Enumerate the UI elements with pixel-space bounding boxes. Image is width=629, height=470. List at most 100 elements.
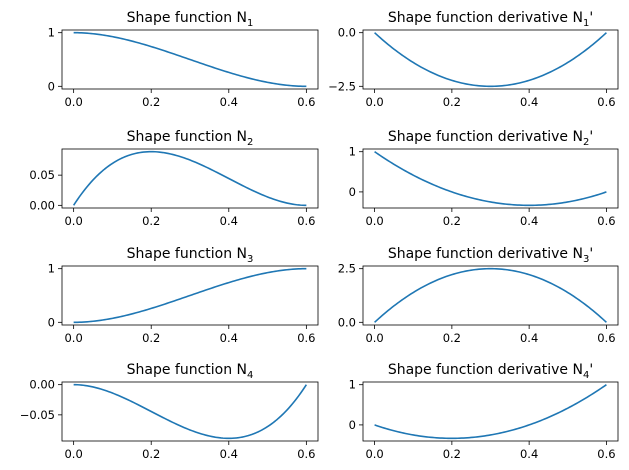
y-tick-label: 1 <box>349 145 356 159</box>
y-tick-label: 2.5 <box>338 262 356 276</box>
title-subscript: 4 <box>247 370 253 381</box>
x-tick-label: 0.4 <box>520 331 538 345</box>
x-tick-label: 0.2 <box>142 95 160 109</box>
subplot-n2: Shape function N2 0.0 0.2 0.4 0.6 0.00 0.05 <box>29 129 319 228</box>
x-tick-label: 0.6 <box>597 447 615 461</box>
x-tick-label: 0.6 <box>597 214 615 228</box>
title-text: Shape function N <box>127 246 247 262</box>
x-tick-label: 0.4 <box>220 95 238 109</box>
x-tick-label: 0.2 <box>443 447 461 461</box>
subplot-dn2: Shape function derivative N2' 0.0 0.2 0.4 0.… <box>349 129 619 228</box>
title-text: Shape function derivative N <box>388 362 583 378</box>
title-subscript: 4 <box>583 370 589 381</box>
x-tick-label: 0.2 <box>443 95 461 109</box>
series-line-N1' <box>374 32 607 88</box>
title-text: Shape function N <box>127 129 247 145</box>
title-text: Shape function derivative N <box>388 246 583 262</box>
title-subscript: 2 <box>247 137 253 148</box>
title-subscript: 3 <box>247 254 253 265</box>
subplot-title: Shape function N2 <box>127 129 254 148</box>
x-tick-label: 0.4 <box>520 95 538 109</box>
x-tick-label: 0.6 <box>297 214 315 228</box>
x-tick-label: 0.2 <box>443 214 461 228</box>
axes-frame <box>362 148 619 209</box>
y-tick-label: 0 <box>349 185 356 199</box>
title-subscript: 2 <box>583 137 589 148</box>
y-tick-label: 1 <box>349 378 356 392</box>
title-prime: ' <box>589 129 593 145</box>
axes-frame <box>61 265 319 326</box>
x-tick-label: 0.6 <box>297 331 315 345</box>
y-tick-label: 0.0 <box>338 26 356 40</box>
x-tick-label: 0.0 <box>64 447 82 461</box>
title-prime: ' <box>589 362 593 378</box>
subplot-dn3: Shape function derivative N3' 0.0 0.2 0.4 0.… <box>338 246 619 345</box>
x-tick-label: 0.4 <box>220 331 238 345</box>
series-line-N3' <box>374 267 607 323</box>
series-line-N2 <box>72 150 307 207</box>
axes-frame <box>61 148 319 209</box>
x-tick-label: 0.6 <box>297 95 315 109</box>
x-tick-label: 0.0 <box>365 447 383 461</box>
y-tick-label: 0.0 <box>338 315 356 329</box>
x-tick-label: 0.4 <box>220 447 238 461</box>
subplot-title: Shape function N4 <box>127 362 254 381</box>
series-line-N1 <box>73 31 307 88</box>
series-line-N4' <box>374 384 607 440</box>
axes-frame <box>362 381 619 442</box>
title-subscript: 1 <box>583 18 589 29</box>
subplot-title: Shape function N1 <box>127 10 254 29</box>
series-line-N2' <box>374 151 607 207</box>
subplot-dn1: Shape function derivative N1' 0.0 0.2 0.4 0.… <box>328 10 619 109</box>
y-tick-label: 1 <box>48 26 55 40</box>
axes-frame <box>61 381 319 442</box>
title-text: Shape function N <box>127 362 247 378</box>
x-tick-label: 0.6 <box>597 95 615 109</box>
x-tick-label: 0.2 <box>142 447 160 461</box>
x-tick-label: 0.0 <box>365 214 383 228</box>
y-tick-label: 0.00 <box>29 378 55 392</box>
subplot-title: Shape function N3 <box>127 246 254 265</box>
axes-frame <box>362 29 619 90</box>
subplot-n3: Shape function N3 0.0 0.2 0.4 0.6 0 1 <box>48 246 319 345</box>
title-prime: ' <box>589 246 593 262</box>
series-line-N3 <box>73 267 307 324</box>
title-text: Shape function derivative N <box>388 10 583 26</box>
x-tick-label: 0.6 <box>597 331 615 345</box>
y-tick-label: 0 <box>349 418 356 432</box>
title-subscript: 1 <box>247 18 253 29</box>
title-subscript: 3 <box>583 254 589 265</box>
title-text: Shape function derivative N <box>388 129 583 145</box>
x-tick-label: 0.0 <box>64 214 82 228</box>
y-tick-label: 1 <box>48 262 55 276</box>
series-line-N4 <box>73 383 308 440</box>
axes-frame <box>61 29 319 90</box>
x-tick-label: 0.2 <box>142 331 160 345</box>
x-tick-label: 0.4 <box>520 447 538 461</box>
title-text: Shape function N <box>127 10 247 26</box>
subplot-title: Shape function derivative N1' <box>388 10 593 29</box>
subplot-title: Shape function derivative N2' <box>388 129 593 148</box>
subplot-title: Shape function derivative N3' <box>388 246 593 265</box>
subplot-dn4: Shape function derivative N4' 0.0 0.2 0.4 0.… <box>349 362 619 461</box>
x-tick-label: 0.0 <box>64 95 82 109</box>
x-tick-label: 0.0 <box>64 331 82 345</box>
x-tick-label: 0.0 <box>365 331 383 345</box>
axes-frame <box>362 265 619 326</box>
y-tick-label: 0.00 <box>29 198 55 212</box>
subplot-n1: Shape function N10.0 0.2 0.4 0.601 <box>48 10 319 109</box>
x-tick-label: 0.6 <box>297 447 315 461</box>
subplot-n4: Shape function N4 0.0 0.2 0.4 0.6 0.00 −0.05 <box>20 362 319 461</box>
x-tick-label: 0.0 <box>365 95 383 109</box>
x-tick-label: 0.4 <box>220 214 238 228</box>
x-tick-label: 0.2 <box>142 214 160 228</box>
title-prime: ' <box>589 10 593 26</box>
y-tick-label: 0 <box>48 79 55 93</box>
y-tick-label: 0 <box>48 315 55 329</box>
y-tick-label: −0.05 <box>20 408 55 422</box>
y-tick-label: 0.05 <box>29 168 55 182</box>
x-tick-label: 0.2 <box>443 331 461 345</box>
subplot-title: Shape function derivative N4' <box>388 362 593 381</box>
y-tick-label: −2.5 <box>328 79 356 93</box>
